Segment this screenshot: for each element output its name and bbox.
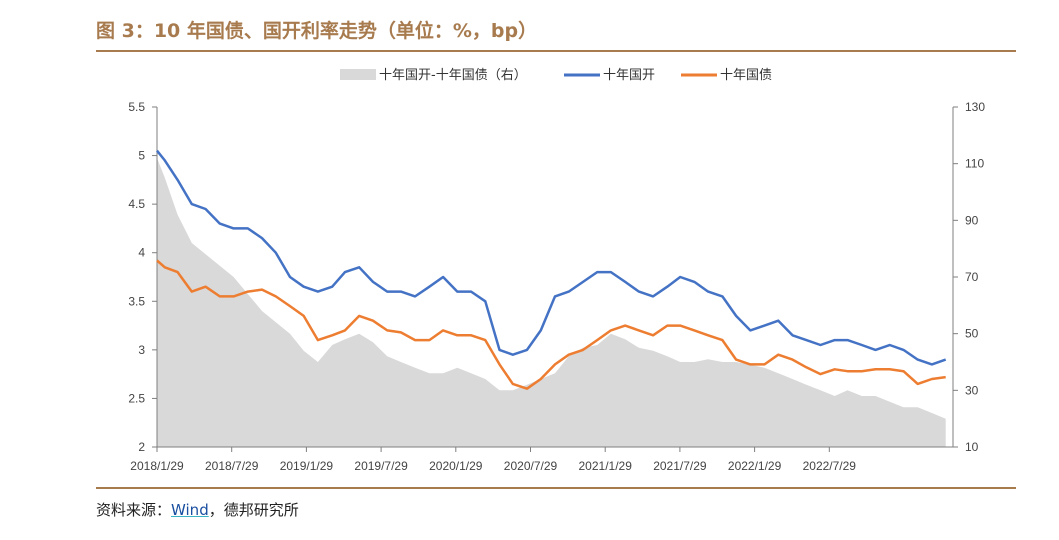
legend-label-spread: 十年国开-十年国债（右） bbox=[379, 68, 527, 83]
right-tick-label: 50 bbox=[965, 327, 979, 341]
x-tick-label: 2018/1/29 bbox=[130, 459, 184, 473]
gov-yield-line bbox=[156, 259, 946, 390]
chart-title: 图 3：10 年国债、国开利率走势（单位：%，bp） bbox=[96, 20, 538, 42]
x-tick-label: 2019/1/29 bbox=[280, 459, 334, 473]
x-tick-label: 2022/1/29 bbox=[728, 459, 782, 473]
source-suffix: ，德邦研究所 bbox=[208, 501, 299, 519]
legend-label-cdb: 十年国开 bbox=[603, 68, 655, 83]
source-rule bbox=[96, 487, 1016, 489]
x-tick-label: 2019/7/29 bbox=[354, 459, 408, 473]
legend-label-gov: 十年国债 bbox=[720, 68, 772, 83]
x-tick-label: 2021/1/29 bbox=[579, 459, 633, 473]
left-tick-label: 4 bbox=[138, 246, 145, 260]
x-tick-label: 2018/7/29 bbox=[205, 459, 259, 473]
legend-swatch-spread bbox=[340, 69, 376, 80]
right-tick-label: 30 bbox=[965, 383, 979, 397]
title-rule bbox=[96, 50, 1016, 52]
legend: 十年国开-十年国债（右） 十年国开 十年国债 bbox=[340, 68, 772, 83]
left-tick-label: 3.5 bbox=[128, 294, 145, 308]
source-note: 资料来源：Wind，德邦研究所 bbox=[96, 499, 299, 520]
x-tick-label: 2020/7/29 bbox=[504, 459, 558, 473]
line-layer bbox=[156, 149, 947, 390]
left-tick-label: 2.5 bbox=[128, 391, 145, 405]
right-tick-label: 90 bbox=[965, 213, 979, 227]
right-tick-label: 10 bbox=[965, 440, 979, 454]
x-tick-label: 2020/1/29 bbox=[429, 459, 483, 473]
cdb-yield-line bbox=[156, 149, 947, 366]
left-tick-label: 5 bbox=[138, 149, 145, 163]
right-tick-label: 130 bbox=[965, 100, 985, 114]
x-tick-label: 2021/7/29 bbox=[653, 459, 707, 473]
axis-layer: 2 2.5 3 3.5 4 4.5 5 5.5 10 30 50 70 90 110 130 2018/1/2… bbox=[128, 100, 985, 473]
spread-area bbox=[157, 158, 946, 447]
spread-area-layer bbox=[157, 158, 946, 447]
source-prefix: 资料来源： bbox=[96, 501, 172, 519]
right-tick-label: 70 bbox=[965, 270, 979, 284]
x-tick-label: 2022/7/29 bbox=[803, 459, 857, 473]
source-link-wind[interactable]: Wind bbox=[171, 501, 209, 519]
left-tick-label: 2 bbox=[138, 440, 145, 454]
right-tick-label: 110 bbox=[965, 157, 984, 171]
left-tick-label: 5.5 bbox=[128, 100, 145, 114]
left-tick-label: 4.5 bbox=[128, 197, 145, 211]
left-tick-label: 3 bbox=[138, 343, 145, 357]
